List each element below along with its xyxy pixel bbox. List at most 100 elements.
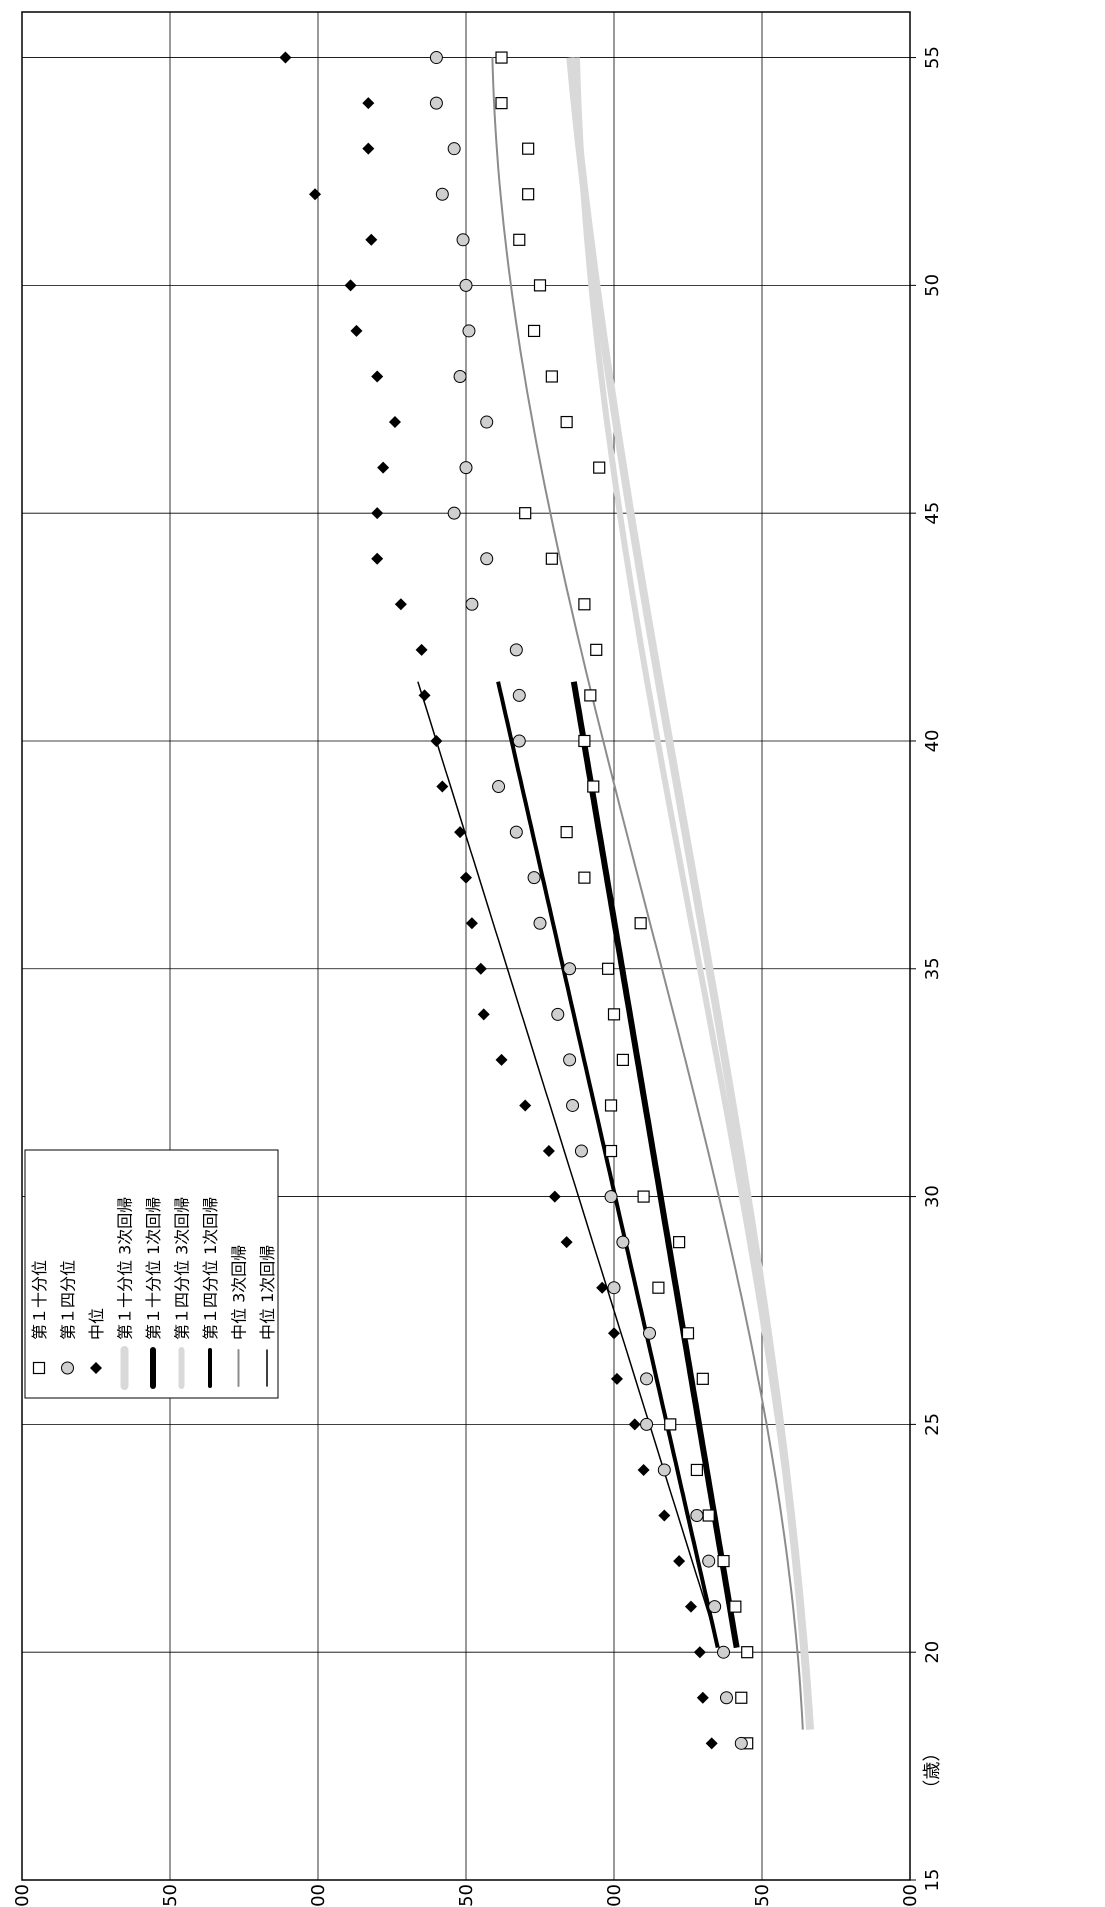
data-point-diamond xyxy=(495,1053,508,1066)
data-point-circle xyxy=(453,369,467,383)
data-point-diamond xyxy=(279,51,292,64)
data-point-square xyxy=(590,643,603,656)
legend-symbol-circle xyxy=(61,1361,74,1375)
data-point-square xyxy=(545,370,558,383)
data-point-diamond xyxy=(454,826,467,839)
data-point-square xyxy=(696,1372,709,1385)
data-point-diamond xyxy=(673,1555,686,1568)
data-point-diamond xyxy=(705,1737,718,1750)
data-point-circle xyxy=(429,51,443,65)
data-point-diamond xyxy=(309,188,322,201)
data-point-diamond xyxy=(344,279,357,292)
data-point-square xyxy=(702,1509,715,1522)
regression-line-7 xyxy=(491,57,804,1730)
legend-symbol-diamond xyxy=(90,1362,102,1374)
data-point-diamond xyxy=(596,1281,609,1294)
y-tick-label: 350 xyxy=(160,1884,181,1907)
x-tick-label: 35 xyxy=(922,957,943,980)
data-point-diamond xyxy=(560,1236,573,1249)
data-point-circle xyxy=(657,1463,671,1477)
data-point-diamond xyxy=(542,1145,555,1158)
data-point-square xyxy=(607,1008,621,1021)
data-point-square xyxy=(578,598,591,611)
y-tick-label: 150 xyxy=(752,1884,773,1907)
x-tick-label: 25 xyxy=(922,1413,943,1436)
data-point-circle xyxy=(702,1554,716,1568)
data-point-square xyxy=(604,1144,618,1158)
data-point-square xyxy=(513,233,526,246)
data-point-circle xyxy=(512,734,526,748)
plot-layer xyxy=(21,12,911,1881)
data-point-square xyxy=(604,1099,618,1112)
data-point-diamond xyxy=(608,1327,620,1340)
data-point-circle xyxy=(640,1417,654,1431)
legend-label: 第１四分位 1次回帰 xyxy=(201,1197,220,1340)
legend-label: 第１四分位 3次回帰 xyxy=(173,1197,192,1340)
data-point-circle xyxy=(456,233,470,247)
data-point-square xyxy=(533,279,547,292)
data-point-circle xyxy=(717,1645,731,1659)
data-point-diamond xyxy=(637,1463,650,1476)
regression-line-8 xyxy=(417,681,720,1648)
x-tick-label: 50 xyxy=(922,274,943,297)
data-point-square xyxy=(664,1418,677,1431)
data-point-diamond xyxy=(696,1691,709,1704)
axis-layer: 15 20 25 30 35 40 45 50 55 （歳） 100 150 200 250 300 350 4… xyxy=(12,11,943,1907)
data-point-diamond xyxy=(415,643,428,656)
data-point-circle xyxy=(690,1509,704,1523)
legend-label: 第１十分位 xyxy=(30,1260,49,1340)
data-point-square xyxy=(616,1053,629,1067)
data-point-square xyxy=(522,188,535,201)
data-point-circle xyxy=(533,916,547,930)
data-point-square xyxy=(495,51,508,64)
data-point-diamond xyxy=(460,871,472,884)
data-point-square xyxy=(717,1554,730,1568)
data-point-diamond xyxy=(371,370,384,383)
data-point-diamond xyxy=(371,507,384,520)
data-point-diamond xyxy=(362,142,375,155)
x-tick-label: 45 xyxy=(922,502,943,525)
legend-label: 第１十分位 3次回帰 xyxy=(116,1197,135,1340)
data-point-square xyxy=(681,1327,695,1340)
plot-frame xyxy=(21,11,911,1881)
x-tick-label: 15 xyxy=(922,1869,943,1892)
data-point-circle xyxy=(566,1098,580,1112)
data-point-square xyxy=(634,917,647,930)
data-point-diamond xyxy=(371,552,384,565)
legend-label: 中位 1次回帰 xyxy=(258,1245,277,1340)
data-point-diamond xyxy=(430,734,443,747)
data-point-square xyxy=(690,1463,703,1477)
regression-line-5 xyxy=(574,57,814,1730)
data-point-square xyxy=(593,461,606,474)
data-point-circle xyxy=(480,415,494,429)
x-tick-label: 55 xyxy=(922,46,943,69)
data-point-diamond xyxy=(477,1008,490,1021)
y-tick-label: 400 xyxy=(12,1884,33,1907)
data-point-diamond xyxy=(610,1372,623,1385)
data-point-diamond xyxy=(693,1646,706,1659)
data-point-circle xyxy=(607,1281,621,1295)
data-point-square xyxy=(673,1236,686,1249)
data-point-circle xyxy=(462,324,476,338)
data-point-circle xyxy=(447,506,461,520)
data-point-circle xyxy=(527,871,541,885)
data-point-circle xyxy=(492,780,506,794)
data-point-circle xyxy=(551,1007,565,1021)
data-point-square xyxy=(522,142,535,155)
data-point-circle xyxy=(465,597,479,611)
data-point-circle xyxy=(640,1372,654,1386)
data-point-square xyxy=(587,780,600,793)
data-point-circle xyxy=(512,688,526,702)
y-tick-label: 200 xyxy=(604,1884,625,1907)
data-point-diamond xyxy=(474,962,487,975)
data-point-diamond xyxy=(377,461,390,474)
data-point-circle xyxy=(480,552,494,566)
data-point-circle xyxy=(708,1600,722,1614)
data-point-diamond xyxy=(362,97,375,110)
data-point-square xyxy=(578,871,591,884)
data-point-circle xyxy=(459,278,473,292)
data-point-square xyxy=(560,415,573,429)
legend-label: 第１四分位 xyxy=(59,1260,78,1340)
regression-line-3 xyxy=(566,57,814,1730)
data-point-circle xyxy=(604,1190,618,1204)
